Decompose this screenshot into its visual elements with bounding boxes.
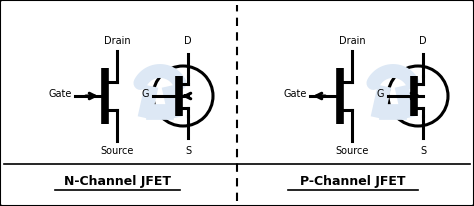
Text: Drain: Drain — [339, 36, 365, 46]
Text: G: G — [142, 89, 149, 99]
Text: D: D — [419, 36, 427, 46]
Text: N-Channel JFET: N-Channel JFET — [64, 176, 172, 188]
Text: G: G — [376, 89, 384, 99]
Text: S: S — [420, 146, 426, 156]
Text: Gate: Gate — [283, 89, 307, 99]
Text: Drain: Drain — [104, 36, 130, 46]
Text: D: D — [184, 36, 192, 46]
Text: Source: Source — [335, 146, 369, 156]
Text: Gate: Gate — [49, 89, 72, 99]
Text: Source: Source — [100, 146, 134, 156]
Text: S: S — [185, 146, 191, 156]
Text: P-Channel JFET: P-Channel JFET — [300, 176, 406, 188]
